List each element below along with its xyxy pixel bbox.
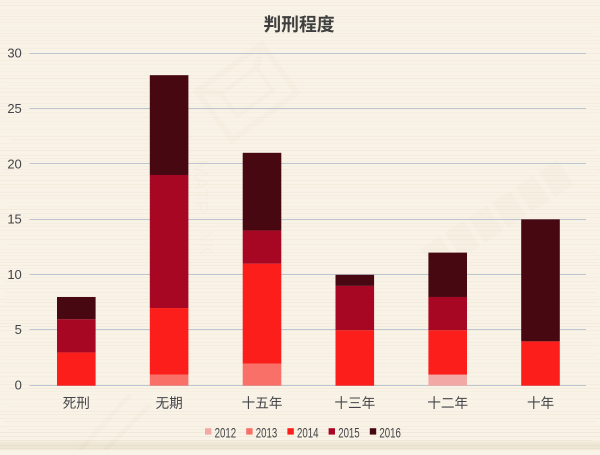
svg-text:30: 30 bbox=[7, 46, 21, 61]
svg-text:2016: 2016 bbox=[379, 424, 401, 440]
svg-text:2012: 2012 bbox=[215, 424, 237, 440]
svg-text:5: 5 bbox=[15, 322, 22, 337]
svg-text:2015: 2015 bbox=[338, 424, 360, 440]
svg-text:NK: NK bbox=[196, 230, 216, 255]
svg-text:MATP: MATP bbox=[189, 160, 211, 214]
svg-text:2014: 2014 bbox=[297, 424, 319, 440]
svg-text:2013: 2013 bbox=[256, 424, 278, 440]
svg-text:25: 25 bbox=[7, 101, 21, 116]
svg-text:10: 10 bbox=[7, 267, 21, 282]
svg-text:15: 15 bbox=[7, 212, 21, 227]
svg-text:0: 0 bbox=[15, 378, 22, 393]
svg-text:20: 20 bbox=[7, 156, 21, 171]
